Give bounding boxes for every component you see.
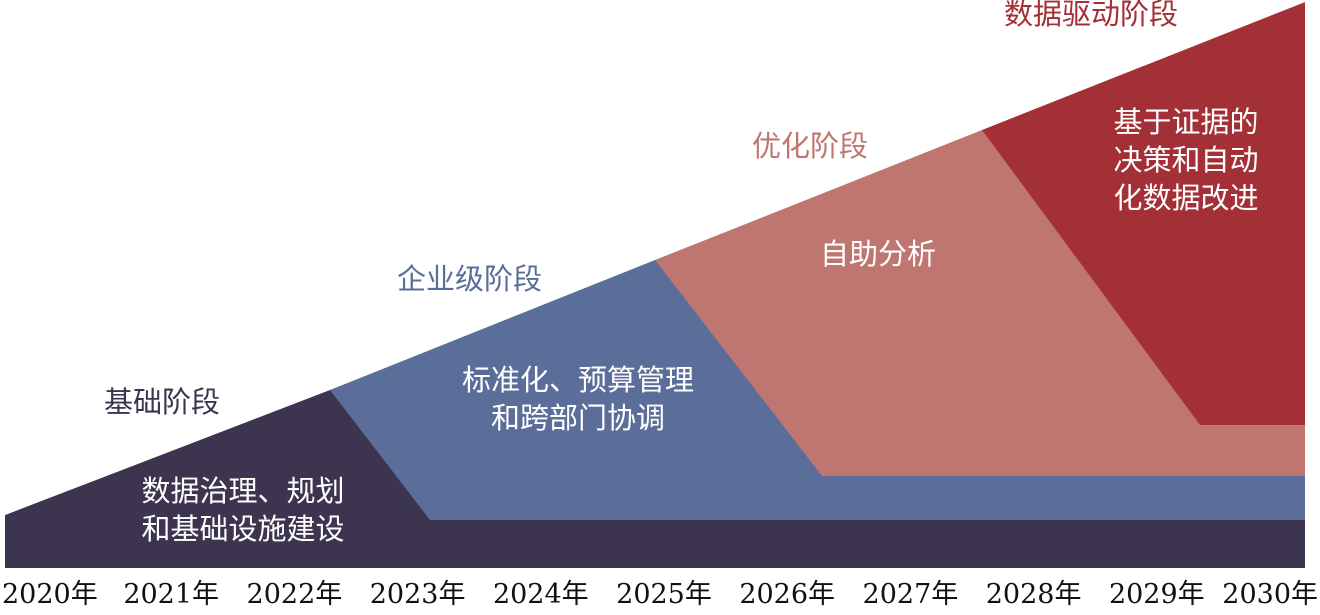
year-label: 2026年 (739, 579, 835, 610)
year-label: 2023年 (370, 579, 466, 610)
stage-title-foundation: 基础阶段 (104, 385, 220, 419)
year-label: 2025年 (616, 579, 712, 610)
data-driven-band (982, 2, 1305, 425)
diagonal-mask (0, 0, 1305, 515)
stage-title-optimization: 优化阶段 (752, 129, 868, 163)
year-label: 2028年 (986, 579, 1082, 610)
year-label: 2029年 (1109, 579, 1205, 610)
year-label: 2022年 (247, 579, 343, 610)
stage-desc-data-driven-line3: 化数据改进 (1113, 181, 1258, 215)
year-axis: 2020年 2021年 2022年 2023年 2024年 2025年 2026年 2027年… (2, 579, 1318, 610)
stage-desc-enterprise-line1: 标准化、预算管理 (462, 363, 694, 397)
stage-desc-enterprise-line2: 和跨部门协调 (491, 401, 665, 435)
stage-desc-foundation-line1: 数据治理、规划 (141, 474, 344, 508)
year-label: 2027年 (863, 579, 959, 610)
stage-desc-foundation-line2: 和基础设施建设 (141, 512, 344, 546)
stage-desc-data-driven-line1: 基于证据的 (1113, 105, 1258, 139)
stage-desc-optimization-line1: 自助分析 (820, 237, 936, 271)
stage-title-enterprise: 企业级阶段 (397, 262, 542, 296)
year-label: 2030年 (1222, 579, 1318, 610)
year-label: 2024年 (493, 579, 589, 610)
year-label: 2020年 (2, 579, 98, 610)
stage-desc-data-driven-line2: 决策和自动 (1113, 143, 1258, 177)
stage-title-data-driven: 数据驱动阶段 (1004, 0, 1178, 31)
year-label: 2021年 (123, 579, 219, 610)
